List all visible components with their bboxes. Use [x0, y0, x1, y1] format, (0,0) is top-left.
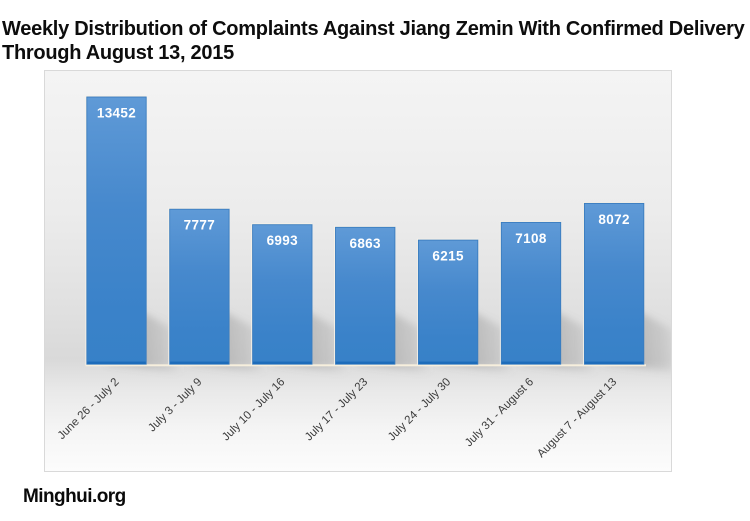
svg-text:7108: 7108 — [515, 231, 547, 246]
svg-text:July 17 - July 23: July 17 - July 23 — [303, 376, 370, 443]
svg-text:6215: 6215 — [432, 249, 464, 264]
svg-text:6993: 6993 — [267, 233, 299, 248]
svg-text:13452: 13452 — [97, 106, 136, 121]
svg-text:June 26 - July 2: June 26 - July 2 — [56, 376, 122, 442]
svg-text:July 31 - August 6: July 31 - August 6 — [463, 376, 536, 449]
svg-text:8072: 8072 — [598, 212, 629, 227]
svg-text:7777: 7777 — [184, 218, 215, 233]
svg-text:July 3 - July 9: July 3 - July 9 — [146, 376, 204, 434]
svg-text:August 7 - August 13: August 7 - August 13 — [535, 376, 619, 460]
svg-text:6863: 6863 — [349, 236, 381, 251]
svg-text:July 10 - July 16: July 10 - July 16 — [220, 376, 287, 443]
svg-text:July 24 - July 30: July 24 - July 30 — [386, 376, 453, 443]
